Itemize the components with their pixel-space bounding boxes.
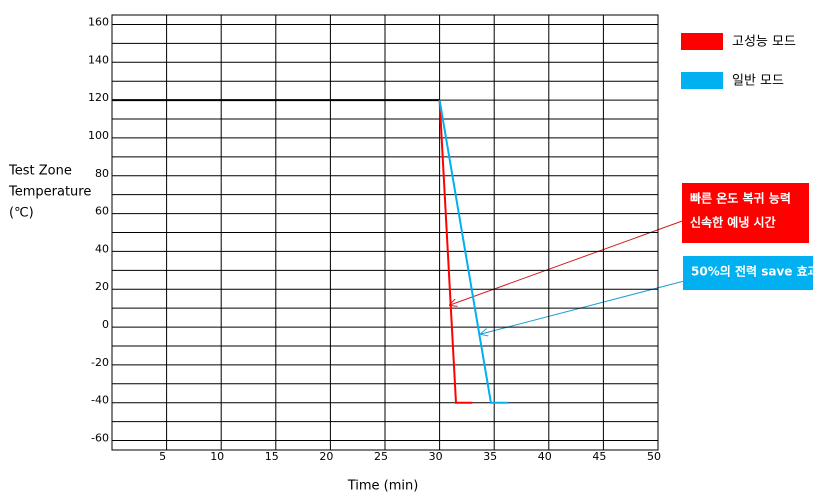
y-tick-label: 120 xyxy=(88,91,109,104)
annotation-text: 50%의 전력 save 효과 xyxy=(691,264,819,279)
x-tick-label: 20 xyxy=(319,450,333,463)
y-tick-label: 80 xyxy=(95,167,109,180)
y-tick-label: -40 xyxy=(91,394,109,407)
series-line xyxy=(438,100,473,404)
y-tick-label: 100 xyxy=(88,129,109,142)
x-axis-label: Time (min) xyxy=(347,479,419,494)
annotation-box xyxy=(682,183,809,243)
x-tick-label: 25 xyxy=(374,450,388,463)
x-tick-label: 30 xyxy=(429,450,443,463)
legend-label: 일반 모드 xyxy=(732,74,784,89)
series-line xyxy=(438,99,509,404)
y-tick-label: -60 xyxy=(91,432,109,445)
legend-swatch xyxy=(681,72,723,89)
y-axis-label: Temperature xyxy=(8,185,91,200)
annotation-text: 신속한 예냉 시간 xyxy=(690,215,776,230)
x-tick-label: 50 xyxy=(647,450,661,463)
y-tick-label: 60 xyxy=(95,205,109,218)
legend-swatch xyxy=(681,33,723,50)
x-tick-label: 35 xyxy=(483,450,497,463)
arrow xyxy=(481,279,689,334)
y-tick-label: 40 xyxy=(95,242,109,255)
x-tick-label: 40 xyxy=(538,450,552,463)
annotation-box xyxy=(683,256,813,290)
y-tick-label: 160 xyxy=(88,15,109,28)
y-tick-label: 0 xyxy=(102,318,109,331)
y-tick-label: 140 xyxy=(88,53,109,66)
y-axis-label: Test Zone xyxy=(8,164,72,179)
y-tick-label: -20 xyxy=(91,356,109,369)
legend-label: 고성능 모드 xyxy=(732,35,796,50)
arrow xyxy=(450,219,686,305)
x-tick-label: 5 xyxy=(159,450,166,463)
x-tick-label: 10 xyxy=(210,450,224,463)
y-axis-label: (℃) xyxy=(9,206,34,221)
x-tick-label: 45 xyxy=(592,450,606,463)
y-tick-label: 20 xyxy=(95,280,109,293)
x-tick-label: 15 xyxy=(265,450,279,463)
annotation-text: 빠른 온도 복귀 능력 xyxy=(690,191,791,206)
